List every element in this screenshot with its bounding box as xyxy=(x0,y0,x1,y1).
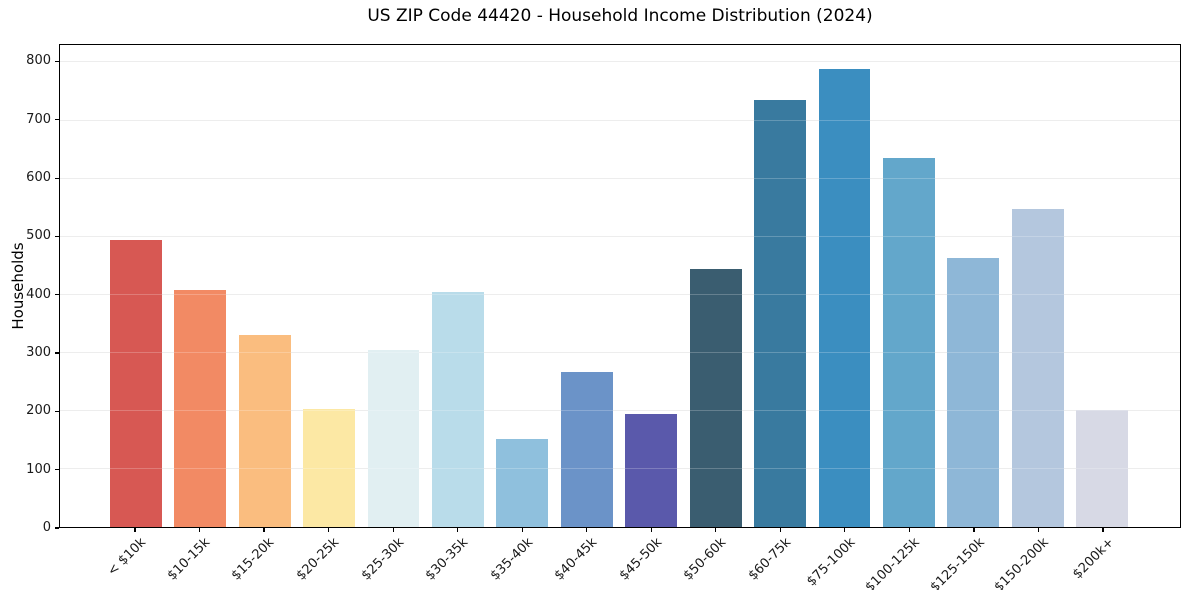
x-tick-label: $50-60k xyxy=(680,535,730,584)
bar xyxy=(238,334,291,527)
gridline xyxy=(60,293,1180,295)
y-tick-mark xyxy=(55,410,59,412)
x-tick-label: $100-125k xyxy=(862,535,924,590)
x-tick-mark xyxy=(457,528,459,532)
x-tick-label: $200k+ xyxy=(1069,535,1117,583)
bar xyxy=(689,269,742,527)
y-tick-mark xyxy=(55,60,59,63)
y-tick-label: 700 xyxy=(26,111,51,127)
bar xyxy=(174,290,227,527)
y-tick-mark xyxy=(55,177,59,179)
bar xyxy=(882,158,935,527)
gridline-overlay xyxy=(60,409,1180,411)
y-tick-label: 100 xyxy=(26,461,51,477)
x-tick-mark xyxy=(715,528,717,532)
x-tick-label: $40-45k xyxy=(551,535,601,584)
x-tick-label: $60-75k xyxy=(745,535,794,584)
y-tick-label: 200 xyxy=(26,403,51,419)
gridline xyxy=(60,351,1180,353)
gridline-overlay xyxy=(60,61,1180,63)
x-tick-mark xyxy=(198,528,201,532)
bar xyxy=(303,409,355,527)
bar xyxy=(432,292,484,527)
gridline xyxy=(60,119,1180,121)
gridline xyxy=(60,177,1180,179)
x-tick-label: $75-100k xyxy=(804,535,859,590)
x-tick-mark xyxy=(521,528,523,532)
y-tick-label: 0 xyxy=(42,520,51,535)
bar xyxy=(109,239,162,527)
gridline-overlay xyxy=(60,119,1180,121)
gridline-overlay xyxy=(60,235,1180,237)
x-tick-label: $25-30k xyxy=(358,535,407,584)
gridline xyxy=(60,409,1180,411)
bar xyxy=(947,257,1000,527)
x-tick-mark xyxy=(263,528,265,532)
x-tick-mark xyxy=(1037,528,1040,532)
plot-area xyxy=(59,44,1181,528)
y-tick-mark xyxy=(55,352,59,354)
y-tick-label: 500 xyxy=(26,228,51,244)
x-tick-mark xyxy=(844,528,846,532)
gridline-overlay xyxy=(60,177,1180,179)
y-tick-mark xyxy=(55,469,59,471)
y-tick-mark xyxy=(55,119,59,121)
bar xyxy=(560,371,613,527)
x-tick-label: $20-25k xyxy=(293,535,343,584)
y-tick-mark xyxy=(55,527,59,529)
x-tick-mark xyxy=(586,528,588,532)
x-tick-mark xyxy=(973,528,975,532)
gridline-overlay xyxy=(60,351,1180,353)
x-tick-mark xyxy=(134,528,136,532)
x-tick-label: $125-150k xyxy=(927,535,988,590)
x-tick-mark xyxy=(650,528,652,532)
bar xyxy=(1076,409,1129,527)
gridline xyxy=(60,467,1180,469)
x-tick-label: $30-35k xyxy=(422,535,472,584)
x-tick-label: $10-15k xyxy=(164,535,214,584)
bar xyxy=(1011,209,1064,527)
y-tick-label: 300 xyxy=(26,345,51,361)
x-tick-label: $15-20k xyxy=(229,535,278,584)
gridline-overlay xyxy=(60,293,1180,295)
bar xyxy=(818,68,871,527)
bar xyxy=(367,350,420,527)
x-tick-label: $150-200k xyxy=(991,535,1053,590)
bar xyxy=(754,100,806,527)
y-tick-mark xyxy=(55,294,59,296)
x-tick-label: $35-40k xyxy=(487,535,536,584)
x-tick-label: < $10k xyxy=(104,535,149,580)
x-tick-mark xyxy=(908,528,910,532)
y-tick-label: 800 xyxy=(26,53,51,69)
y-tick-label: 600 xyxy=(26,170,51,186)
x-tick-label: $45-50k xyxy=(616,535,665,584)
bar xyxy=(496,439,549,527)
gridline-overlay xyxy=(60,467,1180,469)
x-tick-mark xyxy=(327,528,330,532)
gridline xyxy=(60,61,1180,63)
x-tick-mark xyxy=(392,528,394,532)
x-tick-mark xyxy=(1102,528,1104,532)
gridline xyxy=(60,235,1180,237)
y-tick-mark xyxy=(55,235,59,238)
x-tick-mark xyxy=(779,528,781,532)
y-tick-label: 400 xyxy=(26,286,51,302)
chart-title: US ZIP Code 44420 - Household Income Dis… xyxy=(367,6,873,26)
bar xyxy=(625,414,678,527)
